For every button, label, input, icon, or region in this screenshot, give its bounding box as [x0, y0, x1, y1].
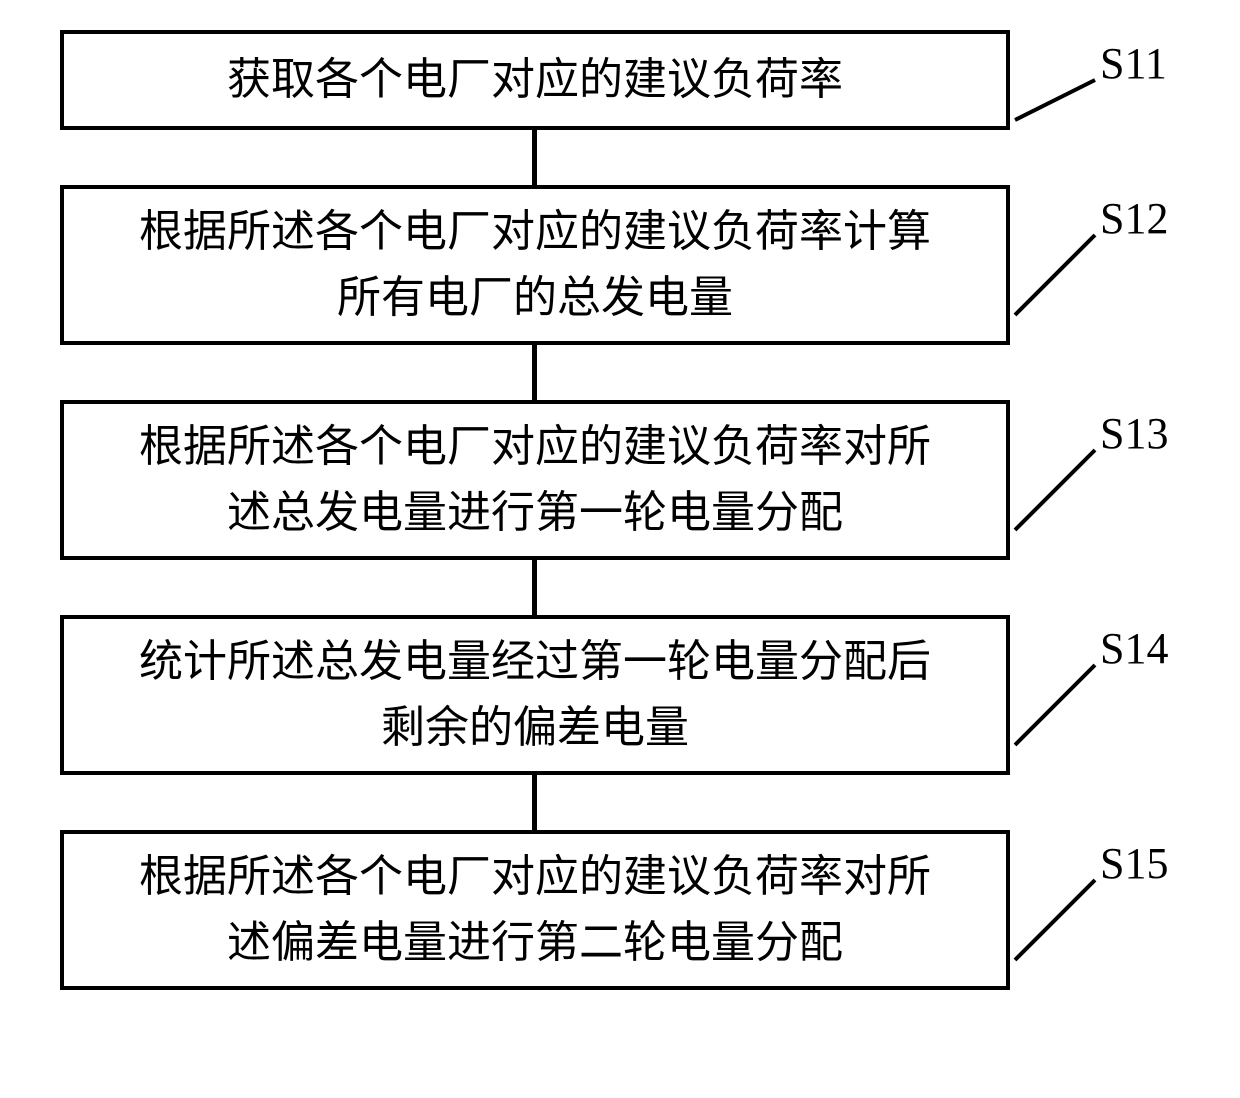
step-text-s13: 根据所述各个电厂对应的建议负荷率对所 述总发电量进行第一轮电量分配	[139, 414, 931, 546]
step-label-s12: S12	[1100, 193, 1168, 244]
step-box-s11: 获取各个电厂对应的建议负荷率	[60, 30, 1010, 130]
step-row-2: 根据所述各个电厂对应的建议负荷率计算 所有电厂的总发电量 S12	[60, 185, 1180, 345]
step-text-s12: 根据所述各个电厂对应的建议负荷率计算 所有电厂的总发电量	[139, 199, 931, 331]
step-row-5: 根据所述各个电厂对应的建议负荷率对所 述偏差电量进行第二轮电量分配 S15	[60, 830, 1180, 990]
step-text-s14: 统计所述总发电量经过第一轮电量分配后 剩余的偏差电量	[139, 629, 931, 761]
connector-2-3	[532, 345, 537, 400]
step-row-1: 获取各个电厂对应的建议负荷率 S11	[60, 30, 1180, 130]
connector-1-2	[532, 130, 537, 185]
flowchart-container: 获取各个电厂对应的建议负荷率 S11 根据所述各个电厂对应的建议负荷率计算 所有…	[60, 30, 1180, 990]
step-label-s13: S13	[1100, 408, 1168, 459]
step-row-3: 根据所述各个电厂对应的建议负荷率对所 述总发电量进行第一轮电量分配 S13	[60, 400, 1180, 560]
step-label-s15: S15	[1100, 838, 1168, 889]
step-text-s11: 获取各个电厂对应的建议负荷率	[227, 47, 843, 113]
step-label-s11: S11	[1100, 38, 1167, 89]
step-box-s12: 根据所述各个电厂对应的建议负荷率计算 所有电厂的总发电量	[60, 185, 1010, 345]
connector-4-5	[532, 775, 537, 830]
step-box-s15: 根据所述各个电厂对应的建议负荷率对所 述偏差电量进行第二轮电量分配	[60, 830, 1010, 990]
connector-3-4	[532, 560, 537, 615]
step-row-4: 统计所述总发电量经过第一轮电量分配后 剩余的偏差电量 S14	[60, 615, 1180, 775]
step-label-s14: S14	[1100, 623, 1168, 674]
step-box-s14: 统计所述总发电量经过第一轮电量分配后 剩余的偏差电量	[60, 615, 1010, 775]
step-box-s13: 根据所述各个电厂对应的建议负荷率对所 述总发电量进行第一轮电量分配	[60, 400, 1010, 560]
step-text-s15: 根据所述各个电厂对应的建议负荷率对所 述偏差电量进行第二轮电量分配	[139, 844, 931, 976]
